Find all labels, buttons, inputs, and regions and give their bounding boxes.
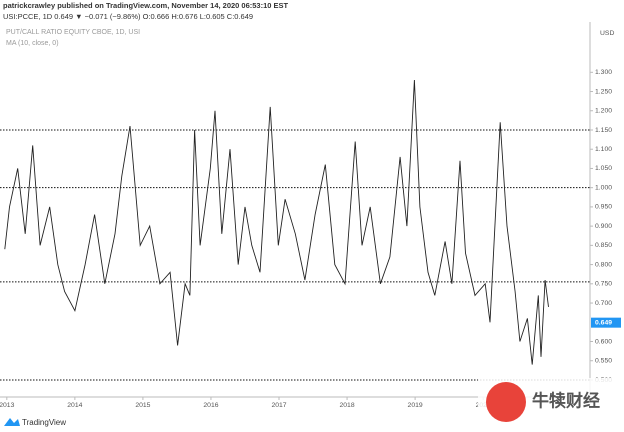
x-tick-label: 2018 [339,402,354,409]
y-tick-label: 1.250 [595,88,612,95]
y-tick-label: 1.100 [595,146,612,153]
x-tick-label: 2019 [408,402,423,409]
watermark-logo [486,382,526,422]
x-tick-label: 2013 [0,402,15,409]
watermark: 牛犊财经 [532,390,600,410]
y-tick-label: 0.800 [595,261,612,268]
y-tick-label: 1.000 [595,184,612,191]
y-tick-label: 1.150 [595,127,612,134]
y-tick-label: 0.950 [595,204,612,211]
y-tick-label: 0.700 [595,300,612,307]
y-tick-label: 0.600 [595,338,612,345]
legend-title: PUT/CALL RATIO EQUITY CBOE, 1D, USI [6,29,140,36]
y-tick-label: 0.750 [595,281,612,288]
quote: USI:PCCE, 1D 0.649 ▼ −0.071 (−9.86%) O:0… [3,12,253,21]
last-price-box [591,317,621,328]
legend-ma: MA (10, close, 0) [6,40,59,47]
y-tick-label: 1.050 [595,165,612,172]
last-price-label: 0.649 [595,319,612,326]
y-tick-label: 1.300 [595,69,612,76]
y-tick-label: 0.900 [595,223,612,230]
tv-logo [4,418,20,426]
x-tick-label: 2016 [203,402,218,409]
y-tick-label: 1.200 [595,108,612,115]
y-tick-label: 0.550 [595,358,612,365]
y-tick-label: 0.850 [595,242,612,249]
x-tick-label: 2014 [67,402,82,409]
series-line [4,79,549,365]
publisher: patrickcrawley published on TradingView.… [3,1,289,10]
brand: TradingView [22,418,66,427]
x-tick-label: 2017 [271,402,286,409]
x-tick-label: 2015 [135,402,150,409]
currency: USD [600,30,614,37]
